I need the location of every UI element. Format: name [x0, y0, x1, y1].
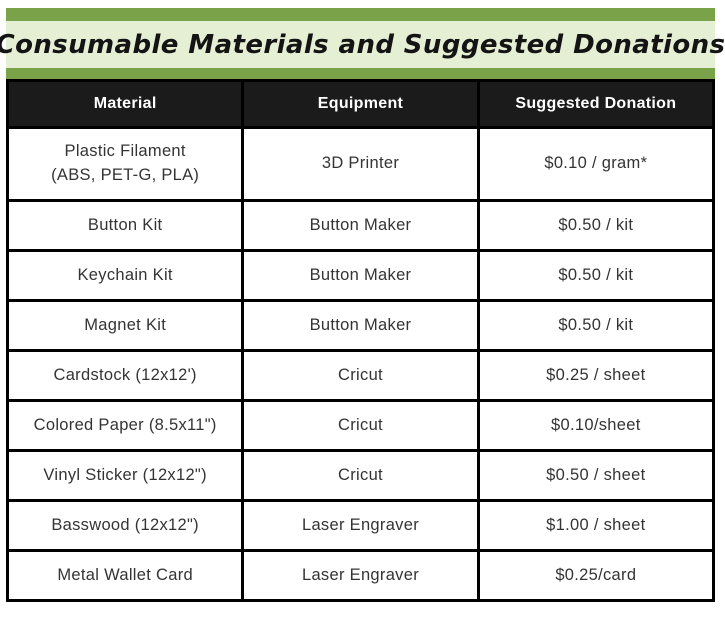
header-material: Material: [5, 79, 245, 129]
table-row: Button Kit Button Maker $0.50 / kit: [5, 199, 716, 252]
donation-cell: $0.10/sheet: [476, 399, 716, 452]
equipment-cell: Button Maker: [241, 299, 480, 352]
equipment-cell: Cricut: [241, 349, 480, 402]
material-cell: Basswood (12x12"): [5, 499, 245, 552]
header-suggested-donation: Suggested Donation: [476, 79, 716, 129]
donation-cell: $0.50 / sheet: [476, 449, 716, 502]
donation-cell: $0.25 / sheet: [476, 349, 716, 402]
donation-cell: $0.25/card: [476, 549, 716, 602]
equipment-cell: Cricut: [241, 449, 480, 502]
material-cell: Metal Wallet Card: [5, 549, 245, 602]
material-cell: Keychain Kit: [5, 249, 245, 302]
table-row: Cardstock (12x12') Cricut $0.25 / sheet: [5, 349, 716, 402]
material-cell: Cardstock (12x12'): [5, 349, 245, 402]
material-cell: Button Kit: [5, 199, 245, 252]
table-row: Plastic Filament (ABS, PET-G, PLA) 3D Pr…: [5, 126, 716, 202]
table-row: Metal Wallet Card Laser Engraver $0.25/c…: [5, 549, 716, 602]
equipment-cell: Button Maker: [241, 199, 480, 252]
header-equipment: Equipment: [241, 79, 480, 129]
equipment-cell: Laser Engraver: [241, 499, 480, 552]
title-banner: Consumable Materials and Suggested Donat…: [0, 8, 725, 79]
donation-cell: $0.50 / kit: [476, 299, 716, 352]
title-band: Consumable Materials and Suggested Donat…: [0, 21, 725, 68]
table-header: Material Equipment Suggested Donation: [5, 79, 716, 129]
donation-cell: $0.50 / kit: [476, 199, 716, 252]
table-row: Keychain Kit Button Maker $0.50 / kit: [5, 249, 716, 302]
material-cell: Magnet Kit: [5, 299, 245, 352]
table-body: Plastic Filament (ABS, PET-G, PLA) 3D Pr…: [5, 126, 716, 602]
material-cell: Plastic Filament (ABS, PET-G, PLA): [5, 126, 245, 202]
donation-cell: $0.50 / kit: [476, 249, 716, 302]
banner-bottom-bar: [6, 68, 715, 79]
table-row: Magnet Kit Button Maker $0.50 / kit: [5, 299, 716, 352]
header-row: Material Equipment Suggested Donation: [5, 79, 716, 129]
banner-top-bar: [6, 8, 715, 21]
table-row: Basswood (12x12") Laser Engraver $1.00 /…: [5, 499, 716, 552]
donation-cell: $0.10 / gram*: [476, 126, 716, 202]
equipment-cell: Button Maker: [241, 249, 480, 302]
materials-table: Material Equipment Suggested Donation Pl…: [5, 79, 716, 602]
table-row: Colored Paper (8.5x11") Cricut $0.10/she…: [5, 399, 716, 452]
equipment-cell: Cricut: [241, 399, 480, 452]
equipment-cell: Laser Engraver: [241, 549, 480, 602]
material-cell: Vinyl Sticker (12x12"): [5, 449, 245, 502]
equipment-cell: 3D Printer: [241, 126, 480, 202]
donation-cell: $1.00 / sheet: [476, 499, 716, 552]
page-title: Consumable Materials and Suggested Donat…: [0, 29, 725, 60]
table-row: Vinyl Sticker (12x12") Cricut $0.50 / sh…: [5, 449, 716, 502]
material-cell: Colored Paper (8.5x11"): [5, 399, 245, 452]
